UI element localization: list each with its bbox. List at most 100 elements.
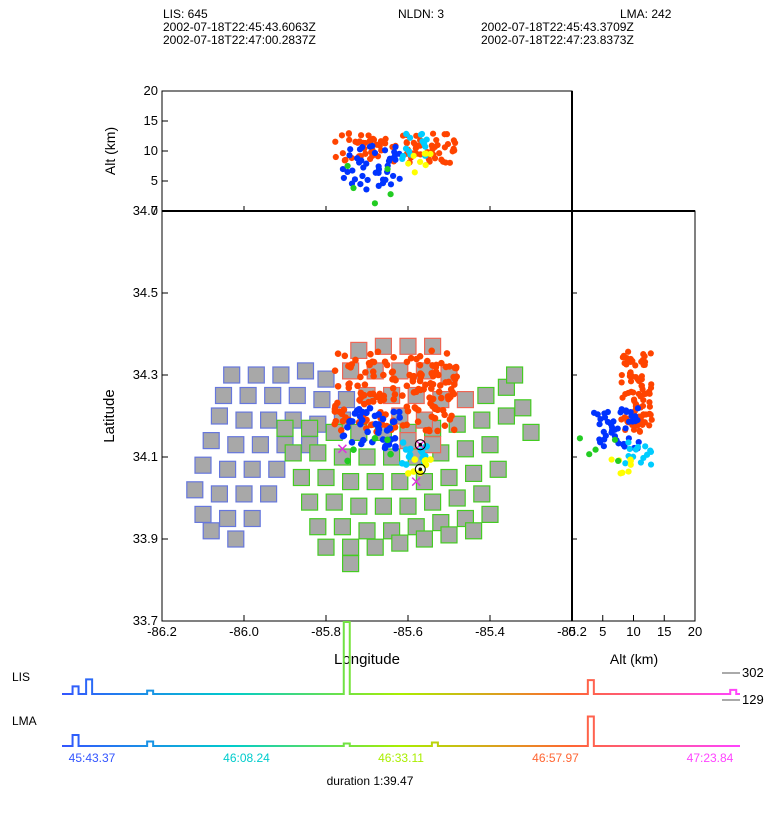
lis-pixel-blue [227, 530, 245, 548]
lma-point-green [387, 450, 394, 458]
lma-lon-alt-point-red [342, 156, 349, 163]
lma-lon-alt-point-blue [392, 143, 399, 151]
lis-pixel-green [317, 538, 335, 556]
alt-x-tick-label: 0 [568, 624, 575, 639]
lma-alt-lat-point-cyan [640, 454, 647, 462]
lma-point-red [434, 427, 441, 435]
lma-lon-alt-point-red [382, 135, 389, 143]
lma-lon-alt-point-cyan [403, 130, 410, 138]
lma-point-red [356, 396, 363, 404]
lis-pixel-green [276, 419, 294, 437]
lma-alt-lat-point-red [638, 382, 645, 389]
lma-alt-lat-point-yellow [608, 456, 615, 463]
alt-y-tick-label: 0 [151, 203, 158, 218]
lma-alt-lat-point-blue [597, 415, 604, 423]
lma-lon-alt-point-blue [390, 172, 397, 180]
timeline-time-label: 47:23.84 [687, 751, 734, 765]
lma-alt-lat-point-red [618, 416, 625, 423]
lma-point-red [383, 361, 391, 369]
lma-point-red [414, 406, 422, 414]
lis-pixel-green [301, 493, 319, 511]
lma-lon-alt-point-red [403, 140, 410, 147]
lis-pixel-blue [288, 386, 306, 405]
lis-pixel-green [473, 411, 491, 429]
lis-pixel-green [391, 473, 409, 491]
lis-pixel-green [358, 448, 376, 466]
lma-alt-lat-point-red [641, 353, 648, 360]
lis-pixel-blue [260, 411, 278, 429]
lma-alt-lat-point-red [646, 422, 653, 429]
x-tick-label: -86.0 [229, 624, 259, 639]
lma-point-green [384, 436, 391, 444]
lma-point-yellow [404, 470, 412, 477]
lma-point-red [341, 352, 349, 360]
lma-point-red [449, 389, 456, 396]
lma-point-cyan [399, 439, 407, 446]
lma-lon-alt-point-red [433, 136, 440, 144]
lma-point-red [438, 394, 445, 402]
lma-point-red [451, 375, 459, 383]
lma-lon-alt-point-green [350, 184, 357, 192]
lma-point-red [332, 417, 340, 425]
lma-point-red [417, 373, 425, 381]
lma-alt-lat-point-blue [625, 418, 633, 425]
lma-point-red [403, 382, 411, 390]
lma-point-yellow [411, 456, 419, 463]
lis-end-time: 2002-07-18T22:47:00.2837Z [163, 33, 316, 47]
y-tick-label: 34.5 [133, 285, 158, 300]
lma-lon-alt-point-cyan [417, 131, 425, 138]
lma-lon-alt-point-blue [360, 164, 367, 171]
lma-alt-lat-point-cyan [647, 447, 654, 454]
lma-lon-alt-point-blue [349, 167, 356, 174]
lma-point-green [371, 435, 379, 442]
lma-point-blue [375, 411, 383, 418]
lma-point-red [334, 382, 342, 390]
circled-point-marker [414, 439, 426, 451]
lma-end-time: 2002-07-18T22:47:23.8373Z [481, 33, 634, 47]
lma-point-red [428, 347, 436, 355]
lis-pixel-blue [227, 436, 245, 454]
lma-lon-alt-point-blue [344, 168, 351, 176]
lma-lon-alt-point-blue [382, 176, 389, 184]
lma-lon-alt-point-blue [357, 181, 364, 188]
lma-lon-alt-point-blue [339, 166, 347, 173]
lma-lon-alt-point-red [440, 158, 447, 165]
lma-alt-lat-point-red [640, 396, 647, 404]
lma-point-cyan [402, 461, 410, 468]
lma-point-red [407, 354, 415, 362]
lis-pixel-blue [210, 407, 228, 425]
lma-point-red [374, 348, 382, 356]
lma-lon-alt-point-blue [381, 147, 389, 154]
lma-point-red [427, 385, 435, 392]
lma-lon-alt-point-cyan [402, 145, 410, 152]
circled-point-center [418, 442, 423, 447]
lma-point-red [423, 357, 431, 365]
lis-pixel-blue [296, 362, 315, 380]
x-tick-label: -85.8 [311, 624, 341, 639]
lma-alt-lat-point-red [648, 416, 655, 423]
lma-point-red [369, 397, 376, 405]
lma-point-blue [346, 417, 354, 425]
lis-pixel-green [366, 538, 384, 556]
lma-alt-lat-point-cyan [625, 439, 632, 446]
lma-alt-lat-point-red [632, 362, 639, 369]
circled-point-center [418, 467, 423, 472]
alt-y-axis-label: Alt (km) [102, 127, 118, 175]
y-tick-label: 34.7 [133, 203, 158, 218]
lma-point-red [441, 422, 449, 429]
lma-point-red [354, 382, 361, 390]
lma-lon-alt-point-blue [340, 174, 347, 182]
lma-alt-lat-point-red [619, 354, 626, 361]
alt-x-tick-label: 15 [657, 624, 671, 639]
lma-lon-alt-point-blue [371, 149, 379, 157]
lma-alt-lat-point-blue [594, 411, 601, 418]
lma-point-red [450, 426, 458, 434]
lma-point-red [399, 422, 407, 429]
lma-point-red [357, 373, 364, 381]
lis-pixel-blue [337, 391, 356, 409]
lma-lon-alt-point-blue [396, 175, 403, 182]
lma-lon-alt-point-blue [369, 142, 376, 150]
lis-pixel-green [374, 497, 392, 515]
lma-lon-alt-point-red [410, 139, 417, 146]
